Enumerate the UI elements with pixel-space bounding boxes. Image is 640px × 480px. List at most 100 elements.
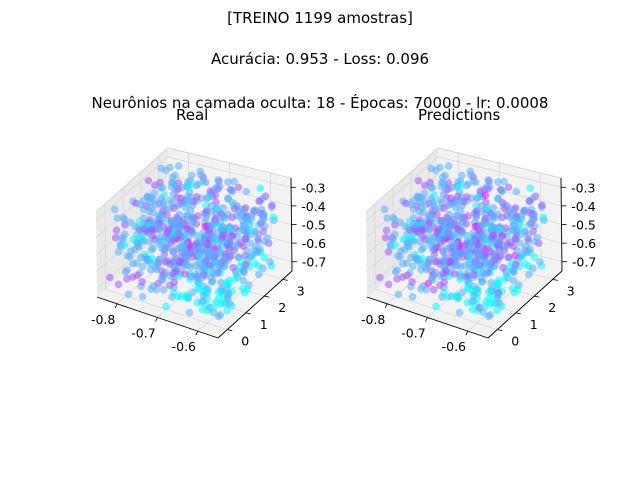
scatter-point xyxy=(163,210,171,219)
scatter-point xyxy=(198,305,207,314)
scatter-point xyxy=(238,216,247,225)
scatter-point xyxy=(155,225,164,234)
scatter-point xyxy=(157,194,166,203)
scatter-point xyxy=(146,259,155,268)
scatter-point xyxy=(162,257,171,266)
x-tick-label: -0.6 xyxy=(172,339,196,354)
scatter-point xyxy=(206,252,214,261)
scatter-point xyxy=(530,253,539,262)
scatter-point xyxy=(468,305,477,314)
scatter-point xyxy=(452,211,461,220)
scatter-point xyxy=(113,214,122,222)
scatter-point xyxy=(408,262,417,271)
x-tick xyxy=(195,330,199,336)
scatter-point xyxy=(230,177,238,186)
scatter-point xyxy=(508,284,517,293)
scatter-point xyxy=(225,225,233,234)
scatter-point xyxy=(206,187,215,195)
scatter-point xyxy=(381,233,390,242)
scatter-point xyxy=(170,204,178,212)
scatter-point xyxy=(255,197,264,205)
scatter-point xyxy=(156,232,165,241)
scatter-point xyxy=(468,273,477,282)
scatter-point xyxy=(202,258,211,266)
scatter-point xyxy=(443,193,452,202)
scatter-point xyxy=(145,237,154,246)
scatter-point xyxy=(148,226,157,234)
scatter-point xyxy=(428,184,437,192)
scatter-point xyxy=(133,271,142,280)
y-tick xyxy=(227,329,233,332)
x-tick-label: -0.6 xyxy=(442,339,466,354)
scatter-point xyxy=(268,201,276,210)
scatter-point xyxy=(158,184,167,192)
scatter-point xyxy=(152,265,161,274)
grid-line-y xyxy=(104,203,228,330)
z-tick-label: -0.4 xyxy=(571,199,595,214)
scatter-point xyxy=(391,241,399,250)
scatter-point xyxy=(219,231,227,240)
x-tick xyxy=(384,303,388,309)
scatter-point xyxy=(234,183,243,192)
y-tick xyxy=(534,295,540,298)
scatter-point xyxy=(138,278,146,286)
scatter-point xyxy=(177,236,186,245)
scatter-point xyxy=(395,252,404,261)
scatter-point xyxy=(218,222,227,231)
scatter-point xyxy=(466,244,474,253)
scatter-point xyxy=(260,253,269,262)
scatter-point xyxy=(444,162,453,170)
scatter-point xyxy=(181,203,190,212)
scatter-point xyxy=(444,185,453,194)
scatter-point xyxy=(171,256,179,264)
z-tick-label: -0.5 xyxy=(302,218,326,233)
scatter-point xyxy=(453,249,462,258)
scatter-point xyxy=(123,275,131,283)
scatter-point xyxy=(409,205,418,213)
scatter-point xyxy=(432,302,440,311)
scatter-point xyxy=(209,268,217,277)
scatter-point xyxy=(455,196,463,205)
subplot-title-predictions: Predictions xyxy=(418,106,501,124)
scatter-point xyxy=(208,277,217,285)
scatter-point xyxy=(528,264,537,273)
scatter-point xyxy=(415,237,424,246)
scatter-point xyxy=(469,177,478,186)
scatter-point xyxy=(411,253,420,262)
scatter-point xyxy=(441,256,449,264)
scatter-point xyxy=(185,196,193,205)
scatter-point xyxy=(465,251,474,260)
scatter-point xyxy=(384,280,393,289)
scatter-point xyxy=(416,259,425,268)
scatter-point xyxy=(269,213,278,222)
scatter-point xyxy=(199,177,208,186)
scatter-point xyxy=(196,244,204,253)
scatter-point xyxy=(242,187,251,196)
scatter-point xyxy=(183,249,192,258)
scatter-point xyxy=(492,279,501,287)
scatter-point xyxy=(237,205,245,214)
x-tick-label: -0.7 xyxy=(131,326,155,341)
scatter-point xyxy=(114,280,123,289)
z-tick-label: -0.5 xyxy=(572,218,596,233)
scatter-point xyxy=(458,219,467,227)
scatter-point xyxy=(525,270,533,279)
scatter-point xyxy=(230,246,239,255)
scatter-point xyxy=(144,176,153,185)
scatter-point xyxy=(221,214,229,222)
scatter-point xyxy=(511,260,520,269)
scatter-point xyxy=(188,228,196,237)
scatter-point xyxy=(451,203,460,212)
scatter-point xyxy=(134,241,142,250)
scatter-point xyxy=(136,226,144,234)
scatter-point xyxy=(504,253,513,262)
scatter-point xyxy=(418,226,427,234)
scatter-point xyxy=(120,230,129,239)
scatter-point xyxy=(443,230,452,239)
scatter-point xyxy=(432,166,440,175)
grid-line-z xyxy=(95,156,292,221)
scatter-point xyxy=(496,238,504,246)
scatter-point xyxy=(158,244,167,253)
